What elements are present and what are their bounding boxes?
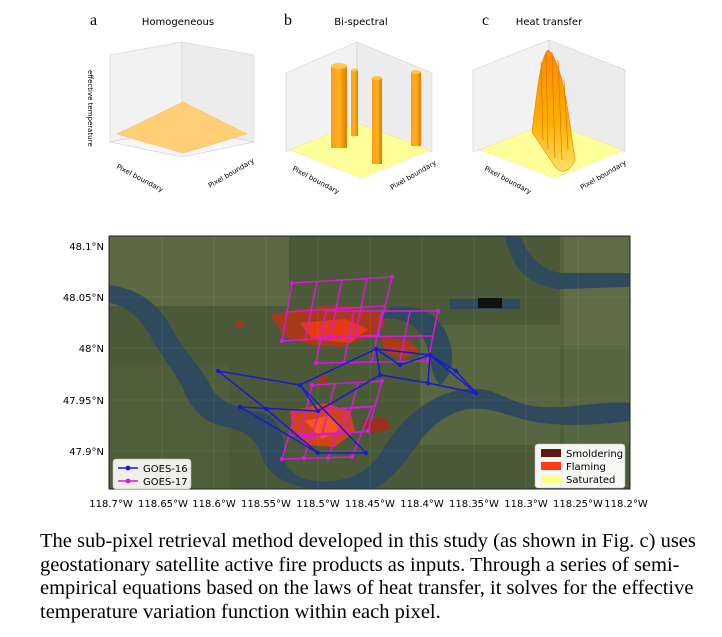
fire-type-legend: Smoldering Flaming Saturated — [534, 443, 626, 489]
x-tick-label: 118.55°W — [241, 499, 291, 510]
figure-caption: The sub-pixel retrieval method developed… — [40, 530, 696, 623]
x-tick-label: 118.2°W — [604, 499, 648, 510]
bar-4 — [411, 72, 421, 146]
legend-saturated-label: Saturated — [566, 475, 615, 486]
panel-b-title: Bi-spectral — [334, 17, 387, 28]
y-tick-label: 48.1°N — [69, 242, 104, 253]
x-tick-label: 118.5°W — [296, 499, 340, 510]
panel-a-xlabel: Pixel boundary — [115, 163, 164, 194]
legend-flaming-label: Flaming — [566, 462, 606, 473]
x-tick-label: 118.25°W — [553, 499, 603, 510]
legend-goes17-label: GOES-17 — [143, 477, 188, 488]
y-axis-ticks: 48.1°N 48.05°N 48°N 47.95°N 47.9°N — [63, 242, 104, 458]
goes16-points — [215, 346, 479, 456]
y-tick-label: 47.95°N — [63, 396, 104, 407]
x-tick-label: 118.35°W — [449, 499, 499, 510]
x-axis-ticks: 118.7°W 118.65°W 118.6°W 118.55°W 118.5°… — [89, 499, 648, 510]
panel-c: c Heat transfer Pixel boundary Pixel bou… — [472, 12, 628, 196]
y-tick-label: 48.05°N — [63, 293, 104, 304]
x-tick-label: 118.4°W — [400, 499, 444, 510]
x-tick-label: 118.3°W — [504, 499, 548, 510]
satellite-legend: GOES-16 GOES-17 — [112, 458, 192, 490]
river-upper — [380, 306, 453, 385]
x-tick-label: 118.7°W — [89, 499, 133, 510]
y-tick-label: 48°N — [79, 344, 104, 355]
map-frame — [108, 235, 631, 490]
panel-a-title: Homogeneous — [142, 17, 214, 28]
legend-smoldering-label: Smoldering — [566, 449, 623, 460]
fire-map-figure: 48.1°N 48.05°N 48°N 47.95°N 47.9°N 118.7… — [63, 235, 648, 510]
x-tick-label: 118.45°W — [345, 499, 395, 510]
panel-c-xlabel: Pixel boundary — [483, 165, 532, 196]
x-tick-label: 118.6°W — [192, 499, 236, 510]
bar-1 — [331, 66, 347, 148]
bar-2 — [351, 70, 358, 136]
panel-b-xlabel: Pixel boundary — [291, 165, 340, 196]
panel-b-letter: b — [284, 12, 292, 29]
legend-goes16-label: GOES-16 — [143, 464, 188, 475]
bar-3 — [372, 78, 382, 164]
panel-a-surface — [116, 101, 248, 154]
panel-figure-3d: a Homogeneous effective temperature Pixe… — [86, 12, 628, 196]
panel-b: b Bi-spectral Pixel boundary Pixel bound… — [284, 12, 438, 196]
x-tick-label: 118.65°W — [138, 499, 188, 510]
panel-c-letter: c — [482, 12, 489, 29]
panel-a-ylabel: Pixel boundary — [207, 157, 256, 190]
panel-b-bars — [331, 63, 421, 164]
panel-a: a Homogeneous effective temperature Pixe… — [86, 12, 256, 194]
panel-a-zlabel: effective temperature — [86, 70, 94, 147]
panel-c-title: Heat transfer — [516, 17, 583, 28]
y-tick-label: 47.9°N — [69, 447, 104, 458]
panel-a-letter: a — [90, 12, 97, 29]
goes17-points — [279, 274, 441, 462]
